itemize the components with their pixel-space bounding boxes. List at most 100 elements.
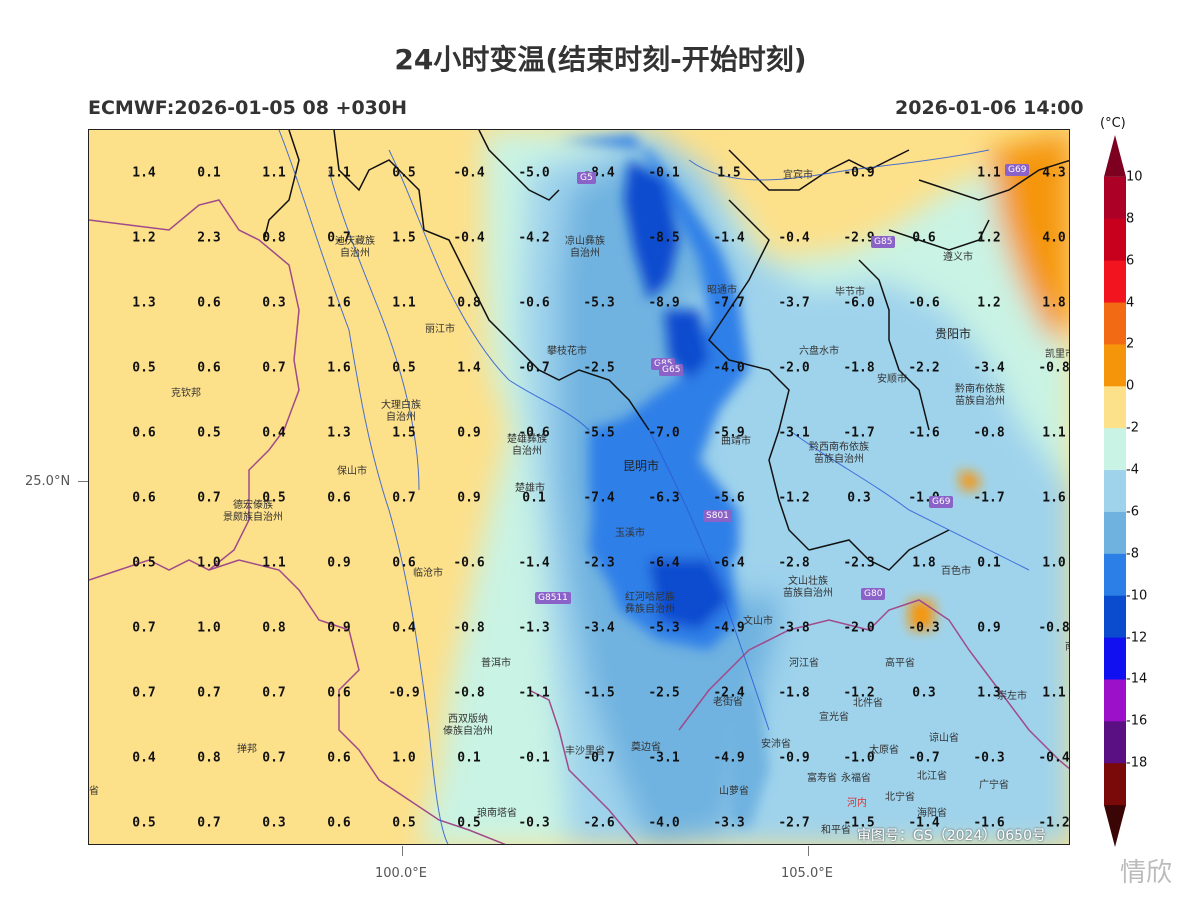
temp-change-value: -0.4: [453, 165, 485, 181]
legend-level-label: -18: [1126, 755, 1148, 771]
temp-change-value: -2.0: [778, 360, 810, 376]
temp-change-value: 1.6: [327, 360, 351, 376]
temp-change-value: -6.4: [713, 555, 745, 571]
temp-change-value: -3.3: [713, 815, 745, 831]
temp-change-value: -2.3: [583, 555, 615, 571]
place-label: 百色市: [941, 566, 971, 577]
color-bar-cell: [1104, 553, 1126, 597]
temp-change-value: 0.9: [327, 555, 351, 571]
highway-shield: G5: [577, 172, 596, 184]
temp-change-value: 0.7: [327, 230, 351, 246]
place-label: 安顺市: [877, 374, 907, 385]
place-label: 安沛省: [761, 739, 791, 750]
place-label: 永福省: [841, 773, 871, 784]
temp-change-value: 0.7: [132, 620, 156, 636]
temp-change-value: 0.7: [392, 490, 416, 506]
temp-change-value: 0.5: [197, 425, 221, 441]
temp-change-value: -7.4: [583, 490, 615, 506]
place-label: 山萝省: [719, 786, 749, 797]
temp-change-value: -0.9: [388, 685, 420, 701]
place-label: 琅南塔省: [477, 808, 517, 819]
temp-change-value: 1.2: [132, 230, 156, 246]
legend-level-label: 4: [1126, 295, 1135, 311]
temp-change-value: 1.0: [392, 750, 416, 766]
highway-shield: G69: [1005, 164, 1030, 176]
temp-change-value: -2.4: [713, 685, 745, 701]
temp-change-value: -0.8: [453, 620, 485, 636]
color-bar-min-triangle: [1104, 805, 1126, 847]
temp-change-value: 0.6: [327, 750, 351, 766]
temp-change-value: -0.1: [648, 165, 680, 181]
place-label: 六盘水市: [799, 346, 839, 357]
place-label: 临沧市: [413, 568, 443, 579]
legend-unit: (°C): [1100, 116, 1126, 131]
temp-change-value: -5.6: [713, 490, 745, 506]
watermark: 情欣: [1120, 858, 1173, 888]
temp-change-value: -8.9: [648, 295, 680, 311]
place-label: 普洱市: [481, 658, 511, 669]
temp-change-value: 1.6: [327, 295, 351, 311]
temp-change-value: -5.5: [583, 425, 615, 441]
place-label: 高平省: [885, 658, 915, 669]
temp-change-value: -3.4: [583, 620, 615, 636]
temp-change-value: -2.5: [583, 360, 615, 376]
temp-change-value: 0.5: [262, 490, 286, 506]
place-label: 省: [89, 786, 99, 797]
temp-change-value: -4.9: [713, 620, 745, 636]
temp-change-value: -7.7: [713, 295, 745, 311]
color-bar-cell: [1104, 637, 1126, 680]
temp-change-value: -1.5: [583, 685, 615, 701]
temp-change-value: -8.5: [648, 230, 680, 246]
color-bar-cell: [1104, 386, 1126, 429]
latitude-tick: [78, 481, 88, 482]
temp-change-value: 0.6: [392, 555, 416, 571]
temp-change-value: -0.3: [518, 815, 550, 831]
temp-change-value: 0.7: [197, 815, 221, 831]
temp-change-value: -4.9: [713, 750, 745, 766]
place-label: 楚雄市: [515, 483, 545, 494]
highway-shield: G65: [659, 364, 684, 376]
place-label: 北江省: [917, 771, 947, 782]
temp-change-value: 1.8: [1042, 295, 1066, 311]
place-label: 黔南布依族 苗族自治州: [955, 384, 1005, 407]
temp-change-value: -2.8: [778, 555, 810, 571]
place-label: 崇左市: [997, 691, 1027, 702]
temp-change-value: -1.4: [518, 555, 550, 571]
temp-change-value: 0.1: [522, 490, 546, 506]
temp-change-value: -2.3: [843, 555, 875, 571]
place-label: 大理白族 自治州: [381, 400, 421, 423]
temp-change-value: -1.7: [973, 490, 1005, 506]
temp-change-value: -1.2: [778, 490, 810, 506]
place-label: 富寿省: [807, 773, 837, 784]
river-network: [278, 130, 1030, 844]
temp-change-value: -2.6: [583, 815, 615, 831]
place-label: 迪庆藏族 自治州: [335, 236, 375, 259]
temp-change-value: 1.1: [327, 165, 351, 181]
temp-change-value: -3.7: [778, 295, 810, 311]
temp-change-value: -0.6: [908, 295, 940, 311]
temp-change-value: -0.9: [843, 165, 875, 181]
temp-change-value: 1.1: [1042, 685, 1066, 701]
temp-change-value: 4.0: [1042, 230, 1066, 246]
place-label: 丽江市: [425, 324, 455, 335]
color-bar-cell: [1104, 176, 1126, 220]
temp-change-value: -1.5: [843, 815, 875, 831]
chart-title: 24小时变温(结束时刻-开始时刻): [394, 43, 807, 76]
place-label: 老街省: [713, 697, 743, 708]
temp-change-value: 1.1: [262, 555, 286, 571]
place-label: 昆明市: [623, 459, 660, 473]
map-field-layer: [89, 130, 1069, 844]
color-bar-cell: [1104, 428, 1126, 471]
temp-change-value: 1.2: [977, 230, 1001, 246]
place-label: 南: [1065, 642, 1069, 654]
temp-change-value: 0.3: [262, 815, 286, 831]
color-bar-cell: [1104, 344, 1126, 387]
legend-level-label: -2: [1126, 420, 1139, 436]
place-label: 和平省: [821, 825, 851, 836]
place-label: 玉溪市: [615, 528, 645, 539]
highway-shield: G80: [861, 588, 886, 600]
legend-level-label: -8: [1126, 546, 1139, 562]
temp-change-value: -2.0: [843, 620, 875, 636]
temp-change-value: -3.8: [778, 620, 810, 636]
place-label: 掸邦: [237, 744, 257, 755]
